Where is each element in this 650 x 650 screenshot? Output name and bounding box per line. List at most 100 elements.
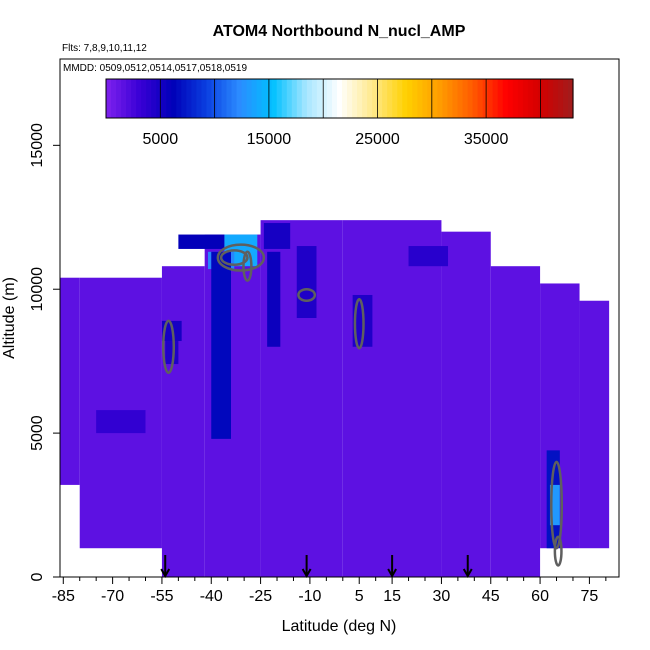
- colorbar-swatch: [111, 79, 117, 118]
- y-tick-label: 0: [29, 572, 46, 581]
- colorbar-swatch: [301, 79, 308, 118]
- contour-lines: [162, 243, 564, 567]
- colorbar-swatch: [321, 79, 328, 118]
- heatmap-cell: [549, 484, 560, 526]
- colorbar-tick-label: 5000: [143, 131, 179, 148]
- contour-line: [297, 287, 317, 302]
- contour-line: [219, 249, 249, 267]
- colorbar-swatch: [266, 79, 273, 118]
- colorbar-swatch: [191, 79, 197, 118]
- colorbar-swatch: [336, 79, 343, 118]
- colorbar-swatch: [331, 79, 338, 118]
- colorbar-swatch: [291, 79, 298, 118]
- contour-line: [553, 535, 563, 567]
- colorbar-swatch: [276, 79, 283, 118]
- colorbar-swatch: [251, 79, 258, 118]
- x-axis-label: Latitude (deg N): [282, 618, 397, 635]
- x-tick-label: 75: [581, 588, 599, 605]
- colorbar-swatch: [256, 79, 263, 118]
- dates-subtitle: MMDD: 0509,0512,0514,0517,0518,0519: [63, 63, 247, 74]
- colorbar-swatch: [121, 79, 127, 118]
- colorbar-swatch: [126, 79, 132, 118]
- colorbar-swatch: [527, 79, 534, 118]
- colorbar-tick-label: 35000: [464, 131, 509, 148]
- heatmap-cells: [60, 220, 610, 577]
- x-tick-label: -55: [150, 588, 173, 605]
- colorbar-swatch: [296, 79, 303, 118]
- colorbar-swatch: [562, 79, 569, 118]
- colorbar-swatch: [141, 79, 147, 118]
- colorbar-swatch: [402, 79, 408, 118]
- colorbar-swatch: [362, 79, 368, 118]
- colorbar-swatch: [502, 79, 509, 118]
- colorbar-swatch: [176, 79, 182, 118]
- contour-line: [242, 250, 253, 282]
- flight-marker-arrow: [160, 555, 171, 579]
- colorbar-swatch: [417, 79, 423, 118]
- colorbar-swatch: [131, 79, 137, 118]
- x-tick-label: -85: [52, 588, 75, 605]
- coverage-cell: [60, 277, 80, 485]
- colorbar-swatch: [186, 79, 192, 118]
- colorbar-swatch: [196, 79, 203, 118]
- colorbar-swatch: [281, 79, 288, 118]
- colorbar-swatch: [116, 79, 122, 118]
- heatmap-cell: [296, 246, 317, 318]
- y-tick-label: 15000: [29, 123, 46, 168]
- colorbar-swatch: [377, 79, 383, 118]
- coverage-cell: [161, 266, 205, 577]
- contour-line: [216, 243, 266, 272]
- colorbar-swatch: [226, 79, 233, 118]
- colorbar-swatch: [342, 79, 348, 118]
- flight-marker-arrow: [462, 555, 473, 579]
- x-tick-label: 30: [433, 588, 451, 605]
- colorbar-swatch: [106, 79, 112, 118]
- colorbar-swatch: [517, 79, 524, 118]
- colorbar-swatch: [392, 79, 398, 118]
- colorbar-swatch: [457, 79, 464, 118]
- flight-marker-arrow: [387, 555, 397, 579]
- y-axis-label: Altitude (m): [1, 277, 18, 359]
- heatmap-cell: [263, 223, 291, 249]
- coverage-cell: [579, 300, 610, 549]
- colorbar-swatch: [422, 79, 428, 118]
- colorbar-swatch: [382, 79, 388, 118]
- flights-subtitle: Flts: 7,8,9,10,11,12: [62, 43, 147, 54]
- colorbar-swatch: [482, 79, 489, 118]
- colorbar-swatch: [472, 79, 479, 118]
- colorbar-swatch: [467, 79, 474, 118]
- colorbar-swatch: [407, 79, 413, 118]
- colorbar-swatch: [427, 79, 433, 118]
- colorbar-swatch: [412, 79, 418, 118]
- x-tick-label: -70: [101, 588, 124, 605]
- colorbar-swatch: [231, 79, 238, 118]
- x-tick-label: 5: [355, 588, 364, 605]
- colorbar-swatch: [241, 79, 248, 118]
- colorbar-swatch: [547, 79, 554, 118]
- colorbar-swatch: [367, 79, 373, 118]
- x-tick-label: -25: [249, 588, 272, 605]
- colorbar-swatch: [497, 79, 504, 118]
- heatmap-cell: [165, 341, 179, 365]
- colorbar-swatch: [326, 79, 333, 118]
- x-tick-label: 15: [383, 588, 401, 605]
- colorbar-swatch: [507, 79, 514, 118]
- colorbar-swatch: [201, 79, 208, 118]
- colorbar-swatch: [532, 79, 539, 118]
- y-axis: 0 5000 10000 15000: [29, 123, 60, 581]
- colorbar-swatch: [311, 79, 318, 118]
- plot-frame: [59, 58, 620, 578]
- heatmap-cell: [267, 251, 281, 347]
- colorbar-swatch: [387, 79, 393, 118]
- colorbar: 5000 15000 25000 35000: [105, 78, 574, 148]
- colorbar-swatch: [487, 79, 494, 118]
- colorbar-swatch: [557, 79, 564, 118]
- colorbar-swatch: [462, 79, 469, 118]
- y-tick-label: 5000: [29, 415, 46, 451]
- heatmap-cell: [211, 251, 231, 439]
- coverage-cell: [490, 266, 541, 577]
- colorbar-swatch: [437, 79, 444, 118]
- x-tick-label: -40: [200, 588, 223, 605]
- colorbar-swatch: [306, 79, 313, 118]
